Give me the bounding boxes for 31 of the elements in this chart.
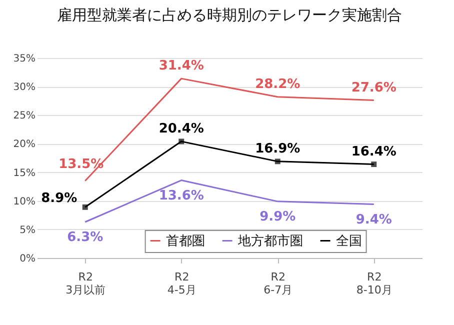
chart-title: 雇用型就業者に占める時期別のテレワーク実施割合 — [57, 6, 402, 24]
x-tick-label: R2 6-7月 — [264, 270, 293, 296]
y-tick-label: 30% — [13, 82, 36, 94]
x-tick-label: R2 8-10月 — [356, 270, 392, 296]
y-tick-label: 25% — [13, 110, 36, 122]
data-label: 31.4% — [158, 58, 204, 74]
y-tick-label: 20% — [13, 139, 36, 150]
y-tick-label: 10% — [13, 196, 36, 208]
data-label: 16.4% — [351, 144, 396, 160]
legend-label: 地方都市圏 — [236, 232, 303, 249]
legend-label: 全国 — [336, 234, 362, 249]
x-tick-label: R2 3月以前 — [66, 270, 106, 296]
data-label: 13.6% — [158, 188, 204, 204]
data-label: 9.9% — [260, 209, 296, 224]
point — [274, 158, 280, 164]
data-label: 16.9% — [255, 141, 300, 156]
y-tick-label: 5% — [20, 224, 36, 236]
data-label: 8.9% — [41, 191, 78, 206]
x-tick-label: R2 4-5月 — [167, 270, 196, 296]
legend-label: 首都圏 — [166, 234, 205, 249]
y-tick-label: 35% — [13, 54, 36, 64]
point — [82, 204, 88, 210]
point — [371, 162, 377, 168]
y-tick-label: 15% — [13, 168, 36, 179]
point — [178, 138, 184, 144]
data-label: 6.3% — [67, 230, 104, 245]
data-label: 28.2% — [255, 76, 300, 92]
data-label: 20.4% — [158, 121, 204, 136]
data-label: 27.6% — [351, 80, 396, 96]
y-tick-label: 0% — [20, 254, 36, 264]
data-label: 9.4% — [356, 212, 392, 228]
